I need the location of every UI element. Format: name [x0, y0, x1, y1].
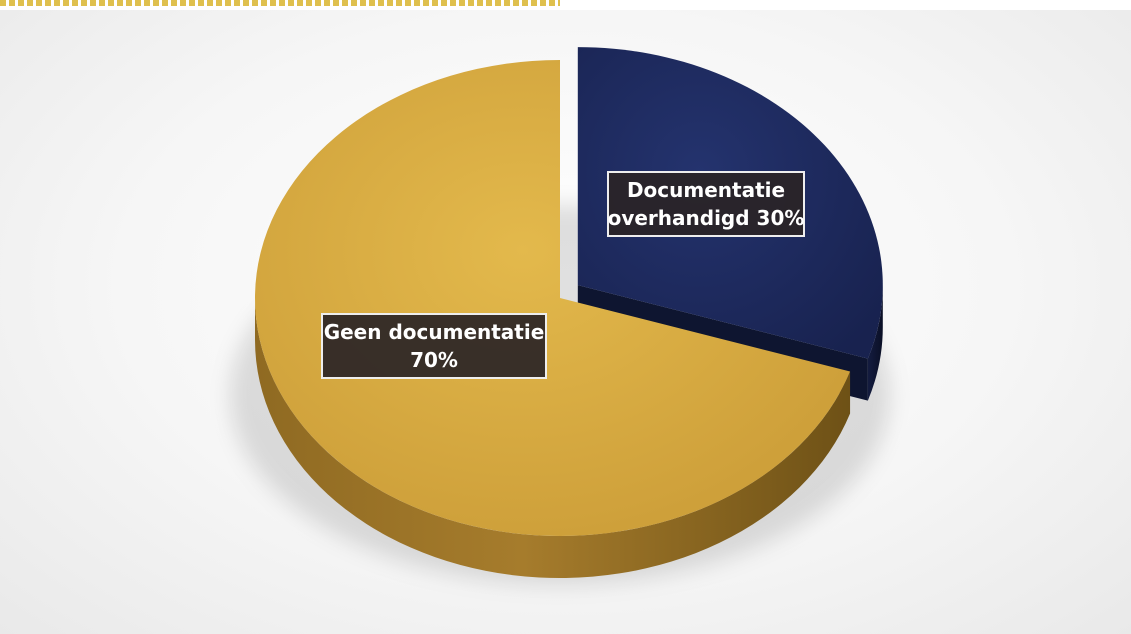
pie-label-0: Geen documentatie 70%	[321, 313, 547, 379]
pie-label-layer: Documentatie overhandigd 30% Geen document…	[321, 171, 805, 379]
pie-label-line-1-0: Documentatie	[627, 178, 785, 202]
pie-label-1: Documentatie overhandigd 30%	[607, 171, 805, 237]
pie-slice-side-0	[255, 298, 851, 579]
pie-label-line-1-1: overhandigd 30%	[608, 206, 805, 230]
pie-label-box-0	[321, 313, 547, 379]
pie-slice-side-1	[867, 285, 883, 401]
pie-label-line-0-0: Geen documentatie	[324, 320, 545, 344]
pie-slice-0	[255, 60, 851, 536]
pie-label-line-0-1: 70%	[410, 348, 458, 372]
cropped-header-strip	[0, 0, 1131, 10]
pie-label-box-1	[607, 171, 805, 237]
cropped-header-fragment	[0, 0, 560, 6]
